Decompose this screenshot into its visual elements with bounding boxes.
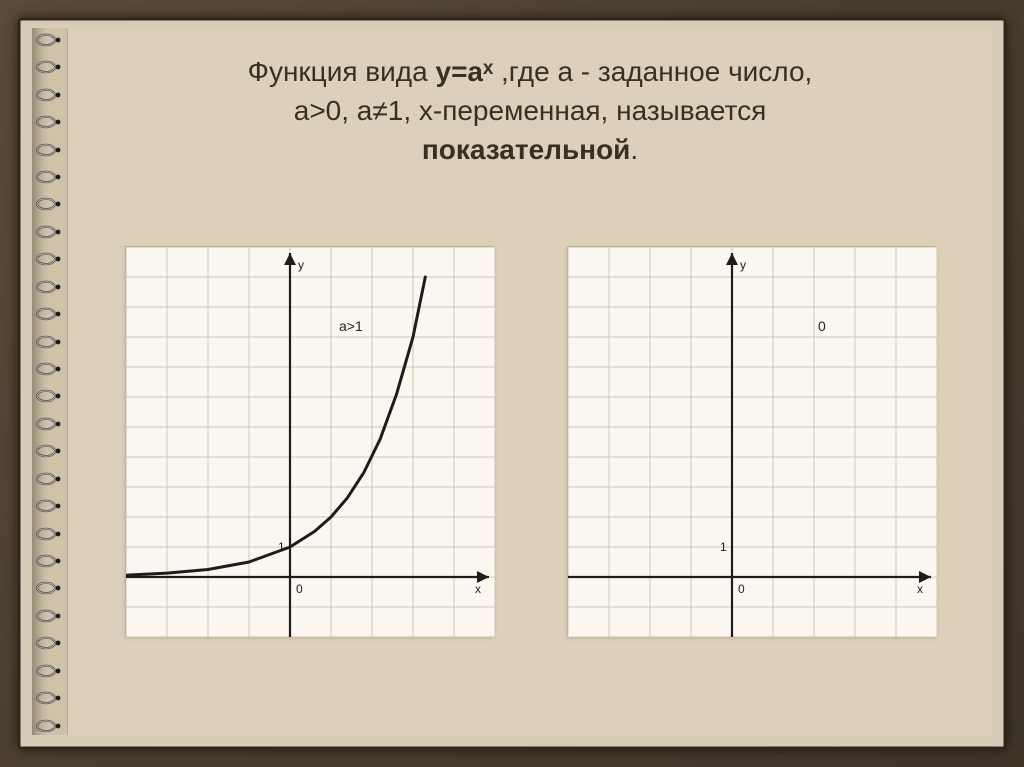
spiral-coil: [36, 664, 64, 678]
spiral-coil: [36, 719, 64, 733]
spiral-binding: [32, 28, 68, 735]
notebook: Функция вида у=аˣ ,где а - заданное числ…: [32, 28, 992, 735]
title-keyword: показательной: [422, 134, 631, 165]
spiral-coil: [36, 33, 64, 47]
svg-text:x: x: [475, 582, 481, 596]
spiral-coil: [36, 581, 64, 595]
svg-text:0: 0: [738, 582, 745, 596]
svg-text:0: 0: [296, 582, 303, 596]
spiral-coil: [36, 444, 64, 458]
spiral-coil: [36, 143, 64, 157]
spiral-coil: [36, 417, 64, 431]
spiral-coil: [36, 115, 64, 129]
spiral-coil: [36, 389, 64, 403]
svg-text:a>1: a>1: [339, 318, 363, 334]
spiral-coil: [36, 527, 64, 541]
chart-decreasing: y x 0 1 0: [567, 246, 936, 636]
svg-text:y: y: [740, 258, 746, 272]
svg-text:x: x: [917, 582, 923, 596]
spiral-coil: [36, 225, 64, 239]
chart-increasing: yx01a>1: [125, 246, 494, 636]
svg-text:y: y: [298, 258, 304, 272]
spiral-coil: [36, 554, 64, 568]
spiral-coil: [36, 170, 64, 184]
spiral-coil: [36, 472, 64, 486]
spiral-coil: [36, 280, 64, 294]
page: Функция вида у=аˣ ,где а - заданное числ…: [68, 28, 992, 735]
title-period: .: [630, 134, 638, 165]
title-pre: Функция вида: [248, 56, 436, 87]
spiral-coil: [36, 691, 64, 705]
title-line-2: а>0, а≠1, х-переменная, называется: [108, 91, 952, 130]
spiral-coil: [36, 252, 64, 266]
spiral-coil: [36, 609, 64, 623]
spiral-coil: [36, 197, 64, 211]
spiral-coil: [36, 335, 64, 349]
charts-row: y x 0 1 a>1 y x 0 1 0: [68, 178, 992, 735]
title-block: Функция вида у=аˣ ,где а - заданное числ…: [68, 28, 992, 178]
spiral-coil: [36, 499, 64, 513]
slide-frame: Функция вида у=аˣ ,где а - заданное числ…: [0, 0, 1024, 767]
spiral-coil: [36, 88, 64, 102]
title-formula: у=аˣ: [436, 56, 494, 87]
spiral-coil: [36, 60, 64, 74]
title-line-1: Функция вида у=аˣ ,где а - заданное числ…: [108, 52, 952, 91]
title-post: ,где а - заданное число,: [501, 56, 812, 87]
spiral-coil: [36, 307, 64, 321]
inner-border: Функция вида у=аˣ ,где а - заданное числ…: [18, 18, 1006, 749]
spiral-coil: [36, 362, 64, 376]
title-line-3: показательной.: [108, 130, 952, 169]
spiral-coil: [36, 636, 64, 650]
svg-text:0: 0: [818, 318, 826, 334]
svg-text:1: 1: [720, 540, 727, 554]
